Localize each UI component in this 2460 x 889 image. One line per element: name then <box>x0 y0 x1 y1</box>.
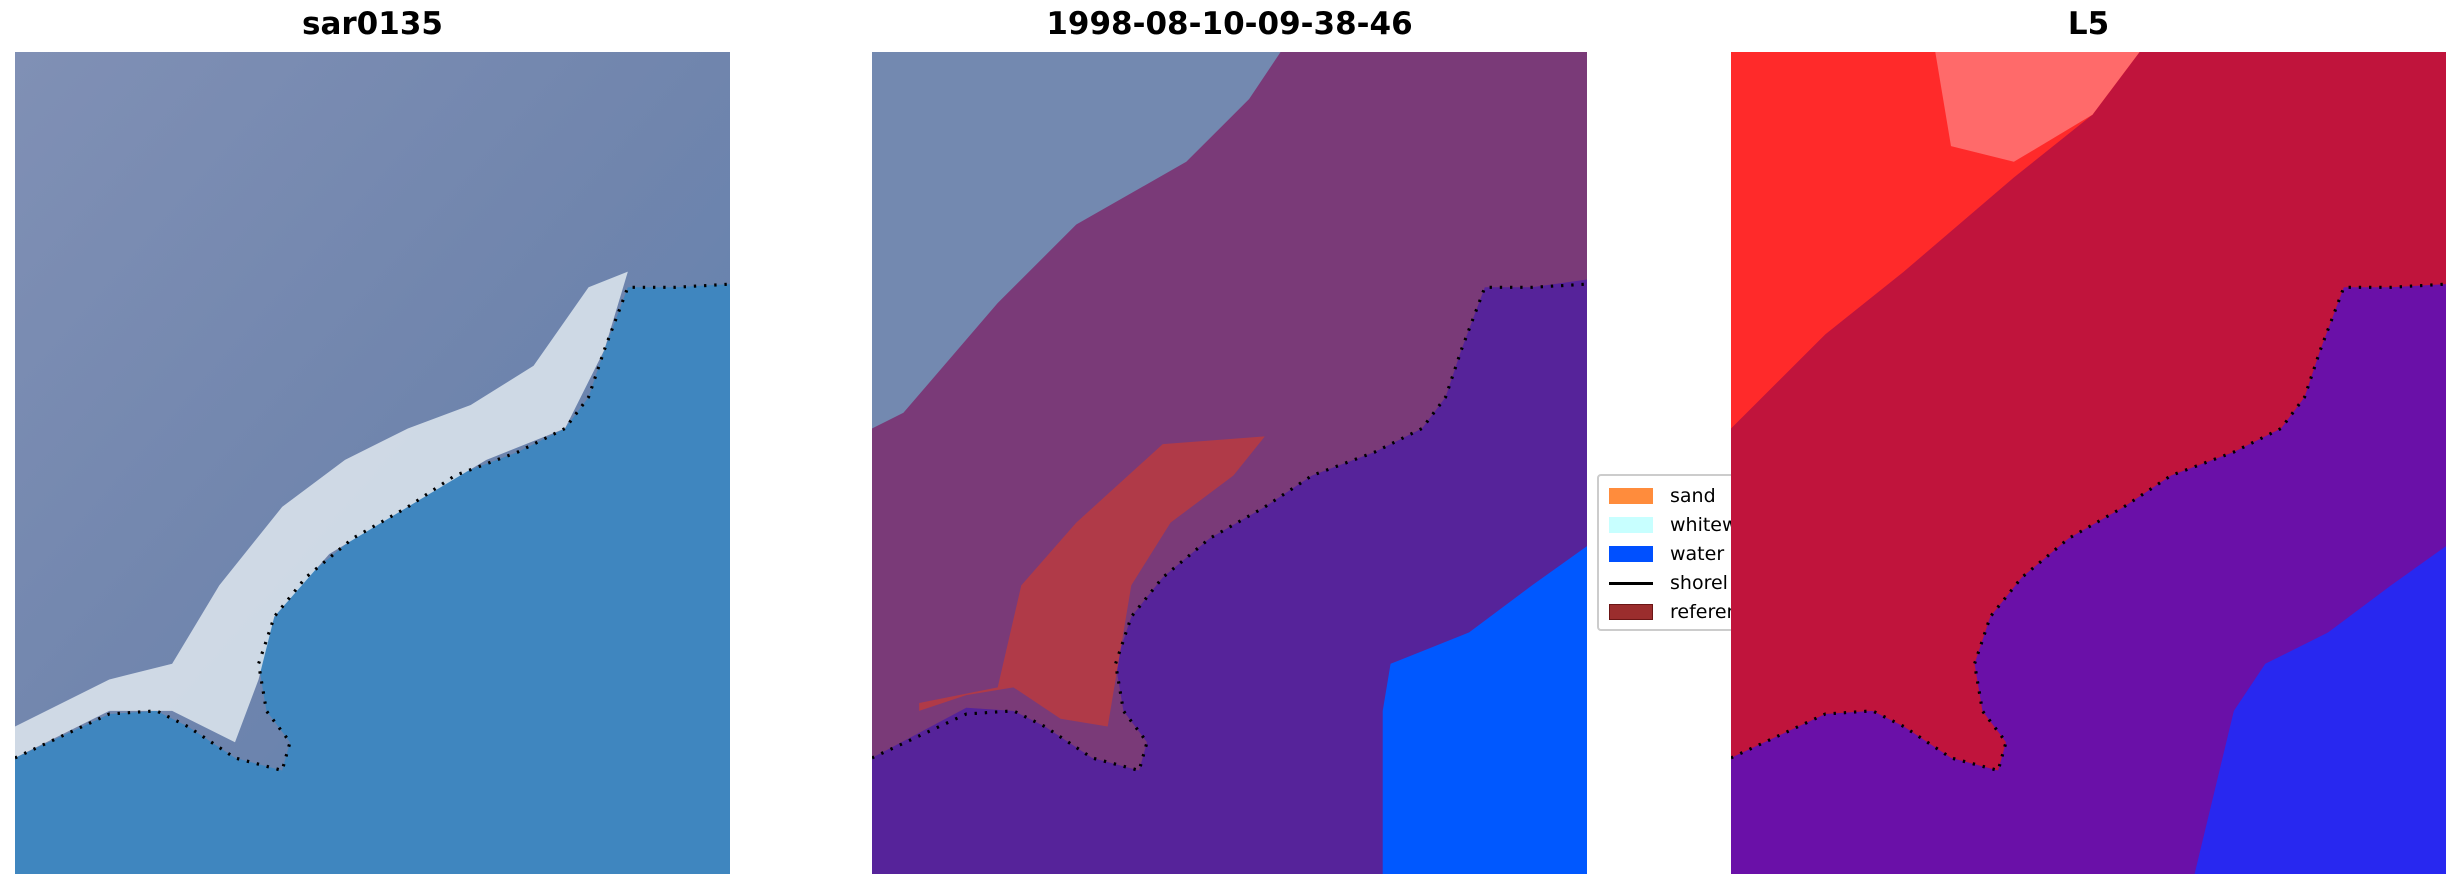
legend-item-reference: referer <box>1609 600 1734 624</box>
panel-title-l5: L5 <box>2067 6 2110 42</box>
legend-item-water: water <box>1609 542 1724 566</box>
legend-label: referer <box>1670 601 1735 623</box>
legend-item-shoreline: shorel <box>1609 571 1728 595</box>
legend-item-whitewater: whitew <box>1609 513 1738 537</box>
sand-swatch <box>1609 488 1653 504</box>
legend-label: shorel <box>1670 572 1728 594</box>
legend-item-sand: sand <box>1609 484 1716 508</box>
classification-image <box>872 52 1587 874</box>
satellite-image <box>15 52 730 874</box>
shoreline-dotted <box>1731 282 2446 773</box>
panel-title-date: 1998-08-10-09-38-46 <box>1046 6 1413 42</box>
reference-swatch <box>1609 604 1653 620</box>
shoreline-line-swatch <box>1609 581 1653 585</box>
shoreline-dotted <box>872 282 1587 773</box>
whitewater-swatch <box>1609 517 1653 533</box>
legend: sand whitew water shorel referer <box>1597 474 1747 631</box>
shoreline-dotted <box>15 282 730 773</box>
panel-title-sar: sar0135 <box>302 6 443 42</box>
l5-probability-image <box>1731 52 2446 874</box>
legend-label: water <box>1670 543 1725 565</box>
legend-label: sand <box>1670 485 1716 507</box>
water-swatch <box>1609 546 1653 562</box>
legend-label: whitew <box>1670 514 1738 536</box>
